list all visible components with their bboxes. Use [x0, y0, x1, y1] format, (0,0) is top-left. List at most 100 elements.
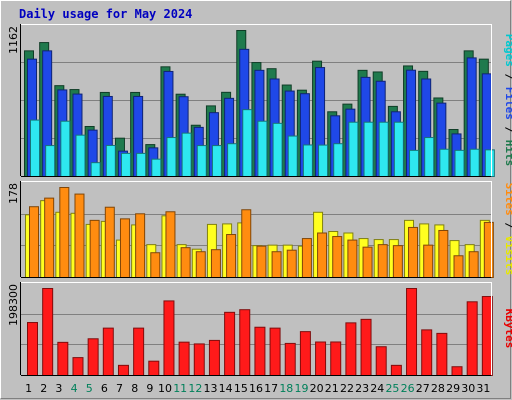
x-tick-label-day-2: 2 — [40, 382, 47, 395]
bar-pages-day-21 — [333, 143, 344, 178]
bar-sites-day-29 — [453, 255, 464, 278]
bar-kbytes-day-28 — [436, 332, 448, 376]
ymax-label-bottom: 198300 — [7, 284, 20, 326]
x-tick-label-day-30: 30 — [461, 382, 475, 395]
bar-pages-day-7 — [120, 152, 131, 178]
x-tick-label-day-11: 11 — [173, 382, 187, 395]
x-tick-label-day-21: 21 — [325, 382, 339, 395]
bar-kbytes-day-2 — [42, 288, 54, 376]
bar-kbytes-day-26 — [406, 288, 418, 376]
bar-pages-day-4 — [75, 134, 86, 177]
x-tick-label-day-24: 24 — [370, 382, 384, 395]
bar-pages-day-12 — [196, 145, 207, 177]
bar-kbytes-day-23 — [360, 318, 372, 376]
bar-pages-day-29 — [454, 149, 465, 178]
bar-kbytes-day-15 — [239, 309, 251, 376]
bar-kbytes-day-12 — [193, 343, 205, 377]
x-tick-label-day-25: 25 — [385, 382, 399, 395]
x-tick-label-day-7: 7 — [116, 382, 123, 395]
bar-sites-day-10 — [165, 211, 176, 279]
bar-pages-day-25 — [393, 121, 404, 177]
bar-pages-day-19 — [302, 144, 313, 178]
bar-sites-day-3 — [59, 187, 70, 278]
bar-sites-day-22 — [347, 239, 358, 279]
x-tick-label-day-9: 9 — [146, 382, 153, 395]
x-tick-label-day-8: 8 — [131, 382, 138, 395]
bar-sites-day-25 — [392, 245, 403, 279]
bar-pages-day-1 — [30, 119, 40, 177]
bar-pages-day-17 — [272, 122, 283, 178]
bar-sites-day-8 — [135, 213, 146, 278]
bar-sites-day-27 — [423, 244, 434, 278]
bar-pages-day-27 — [424, 137, 435, 177]
x-tick-label-day-19: 19 — [294, 382, 308, 395]
bar-sites-day-30 — [468, 251, 479, 279]
bar-sites-day-14 — [226, 234, 237, 279]
bar-pages-day-30 — [469, 148, 480, 177]
bar-kbytes-day-4 — [72, 357, 84, 376]
bar-kbytes-day-27 — [421, 329, 433, 376]
bar-sites-day-11 — [180, 247, 191, 278]
bar-pages-day-16 — [257, 120, 268, 177]
bar-pages-day-3 — [60, 120, 71, 177]
x-tick-label-day-6: 6 — [101, 382, 108, 395]
bar-sites-day-9 — [150, 252, 161, 278]
bar-pages-day-26 — [409, 149, 420, 178]
x-tick-label-day-10: 10 — [158, 382, 172, 395]
x-tick-label-day-3: 3 — [55, 382, 62, 395]
bar-sites-day-23 — [362, 246, 373, 278]
bar-pages-day-13 — [211, 145, 222, 177]
bar-kbytes-day-24 — [375, 346, 387, 376]
bar-pages-day-14 — [227, 143, 238, 178]
x-tick-label-day-12: 12 — [188, 382, 202, 395]
bar-pages-day-18 — [287, 135, 298, 178]
bar-pages-day-28 — [439, 148, 450, 177]
legend-bottom: KBytes — [503, 309, 512, 349]
legend-separator: / — [503, 216, 512, 236]
bar-kbytes-day-22 — [345, 322, 357, 377]
bar-kbytes-day-18 — [284, 342, 296, 376]
x-tick-label-day-27: 27 — [416, 382, 430, 395]
x-tick-label-day-16: 16 — [249, 382, 263, 395]
x-tick-label-day-29: 29 — [446, 382, 460, 395]
bar-kbytes-day-8 — [133, 327, 145, 377]
bar-pages-day-6 — [105, 144, 116, 177]
legend-label-sites: Sites — [503, 183, 512, 216]
bar-pages-day-2 — [45, 145, 56, 177]
bar-pages-day-10 — [166, 137, 177, 177]
bar-pages-day-15 — [242, 109, 253, 177]
bar-sites-day-4 — [74, 193, 85, 278]
legend-label-kbytes: KBytes — [503, 309, 512, 349]
bar-sites-day-12 — [195, 251, 206, 279]
bar-kbytes-day-3 — [57, 341, 69, 376]
bar-kbytes-day-5 — [87, 338, 99, 376]
bar-kbytes-day-6 — [102, 327, 114, 377]
bar-kbytes-day-29 — [451, 366, 463, 376]
x-tick-label-day-18: 18 — [279, 382, 293, 395]
x-tick-label-day-22: 22 — [340, 382, 354, 395]
legend-label-visits: Visits — [503, 236, 512, 276]
bar-sites-day-19 — [301, 238, 312, 278]
x-tick-label-day-13: 13 — [204, 382, 218, 395]
legend-label-pages: Pages — [503, 34, 512, 67]
bar-sites-day-28 — [438, 229, 449, 278]
bar-pages-day-5 — [90, 162, 101, 177]
bar-sites-day-20 — [317, 232, 328, 278]
legend-label-files: Files — [503, 87, 512, 120]
bar-kbytes-day-21 — [330, 341, 342, 376]
bar-sites-day-26 — [408, 226, 419, 278]
bar-sites-day-16 — [256, 245, 267, 279]
bar-sites-day-17 — [271, 251, 282, 279]
x-tick-label-day-15: 15 — [234, 382, 248, 395]
bar-kbytes-day-11 — [178, 341, 190, 377]
bar-kbytes-day-9 — [148, 360, 160, 377]
bar-pages-day-23 — [363, 121, 374, 177]
bar-kbytes-day-7 — [117, 364, 129, 376]
bar-kbytes-day-16 — [254, 326, 266, 376]
bar-pages-day-22 — [348, 121, 359, 177]
bar-pages-day-31 — [484, 149, 495, 178]
bar-sites-day-24 — [377, 244, 388, 278]
bar-pages-day-8 — [136, 152, 147, 178]
bar-sites-day-5 — [89, 219, 100, 279]
